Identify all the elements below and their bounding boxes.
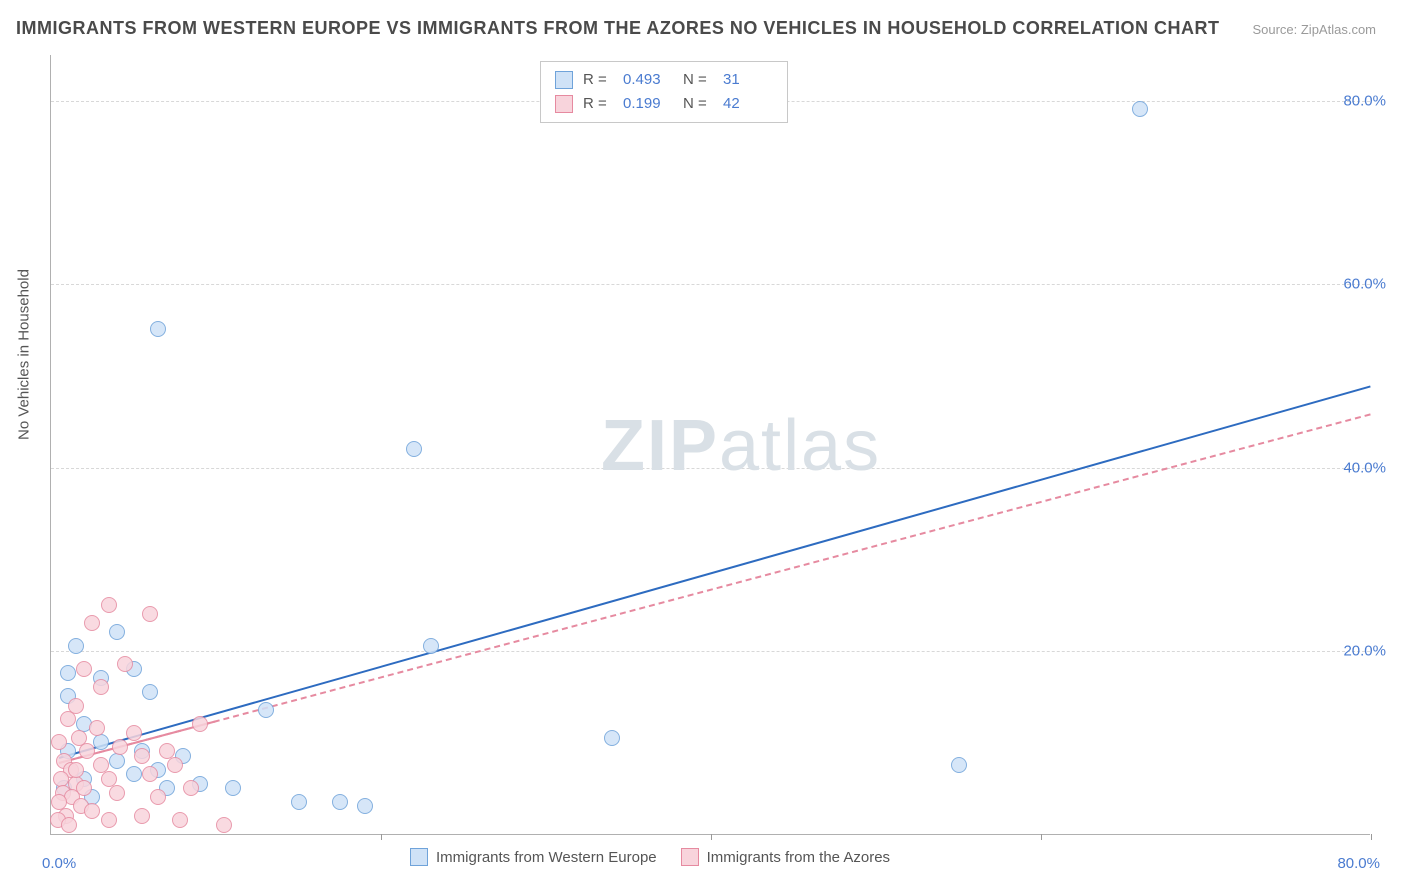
n-value-1: 31 [723, 68, 773, 92]
x-axis-min-label: 0.0% [42, 855, 76, 872]
data-point [60, 665, 76, 681]
legend-label: Immigrants from Western Europe [436, 849, 657, 866]
n-label: N = [683, 92, 713, 116]
trend-line [59, 413, 1371, 764]
chart-title: IMMIGRANTS FROM WESTERN EUROPE VS IMMIGR… [16, 18, 1220, 39]
data-point [76, 661, 92, 677]
x-tick [381, 834, 382, 840]
data-point [109, 753, 125, 769]
data-point [1132, 101, 1148, 117]
legend-swatch [681, 848, 699, 866]
swatch-series-2 [555, 95, 573, 113]
data-point [951, 757, 967, 773]
data-point [142, 606, 158, 622]
watermark: ZIPatlas [601, 405, 881, 487]
data-point [192, 716, 208, 732]
data-point [142, 684, 158, 700]
data-point [258, 702, 274, 718]
data-point [150, 789, 166, 805]
legend-item: Immigrants from Western Europe [410, 848, 657, 866]
data-point [423, 638, 439, 654]
data-point [112, 739, 128, 755]
data-point [357, 798, 373, 814]
source-attribution: Source: ZipAtlas.com [1252, 22, 1376, 37]
r-value-2: 0.199 [623, 92, 673, 116]
n-value-2: 42 [723, 92, 773, 116]
stats-row-series-1: R = 0.493 N = 31 [555, 68, 773, 92]
data-point [126, 766, 142, 782]
x-tick [1371, 834, 1372, 840]
y-tick-label: 80.0% [1343, 92, 1386, 109]
data-point [84, 803, 100, 819]
data-point [89, 720, 105, 736]
data-point [604, 730, 620, 746]
data-point [332, 794, 348, 810]
gridline [51, 284, 1370, 285]
data-point [172, 812, 188, 828]
legend-swatch [410, 848, 428, 866]
data-point [101, 812, 117, 828]
legend-label: Immigrants from the Azores [707, 849, 890, 866]
data-point [93, 679, 109, 695]
x-axis-max-label: 80.0% [1337, 855, 1380, 872]
bottom-legend: Immigrants from Western Europe Immigrants… [410, 848, 890, 866]
r-label: R = [583, 92, 613, 116]
data-point [142, 766, 158, 782]
stats-row-series-2: R = 0.199 N = 42 [555, 92, 773, 116]
data-point [183, 780, 199, 796]
swatch-series-1 [555, 71, 573, 89]
y-tick-label: 20.0% [1343, 643, 1386, 660]
data-point [68, 638, 84, 654]
data-point [117, 656, 133, 672]
stats-legend: R = 0.493 N = 31 R = 0.199 N = 42 [540, 61, 788, 123]
data-point [71, 730, 87, 746]
data-point [134, 808, 150, 824]
data-point [68, 762, 84, 778]
data-point [101, 597, 117, 613]
data-point [109, 624, 125, 640]
plot-area: ZIPatlas [50, 55, 1370, 835]
data-point [291, 794, 307, 810]
data-point [93, 734, 109, 750]
data-point [61, 817, 77, 833]
r-value-1: 0.493 [623, 68, 673, 92]
y-tick-label: 60.0% [1343, 276, 1386, 293]
data-point [225, 780, 241, 796]
data-point [109, 785, 125, 801]
data-point [60, 711, 76, 727]
trend-line [59, 385, 1371, 759]
data-point [216, 817, 232, 833]
data-point [126, 725, 142, 741]
x-tick [711, 834, 712, 840]
legend-item: Immigrants from the Azores [681, 848, 890, 866]
r-label: R = [583, 68, 613, 92]
n-label: N = [683, 68, 713, 92]
gridline [51, 651, 1370, 652]
data-point [406, 441, 422, 457]
data-point [150, 321, 166, 337]
y-tick-label: 40.0% [1343, 459, 1386, 476]
data-point [84, 615, 100, 631]
data-point [134, 748, 150, 764]
y-axis-label: No Vehicles in Household [16, 269, 33, 440]
data-point [51, 734, 67, 750]
data-point [167, 757, 183, 773]
x-tick [1041, 834, 1042, 840]
data-point [79, 743, 95, 759]
